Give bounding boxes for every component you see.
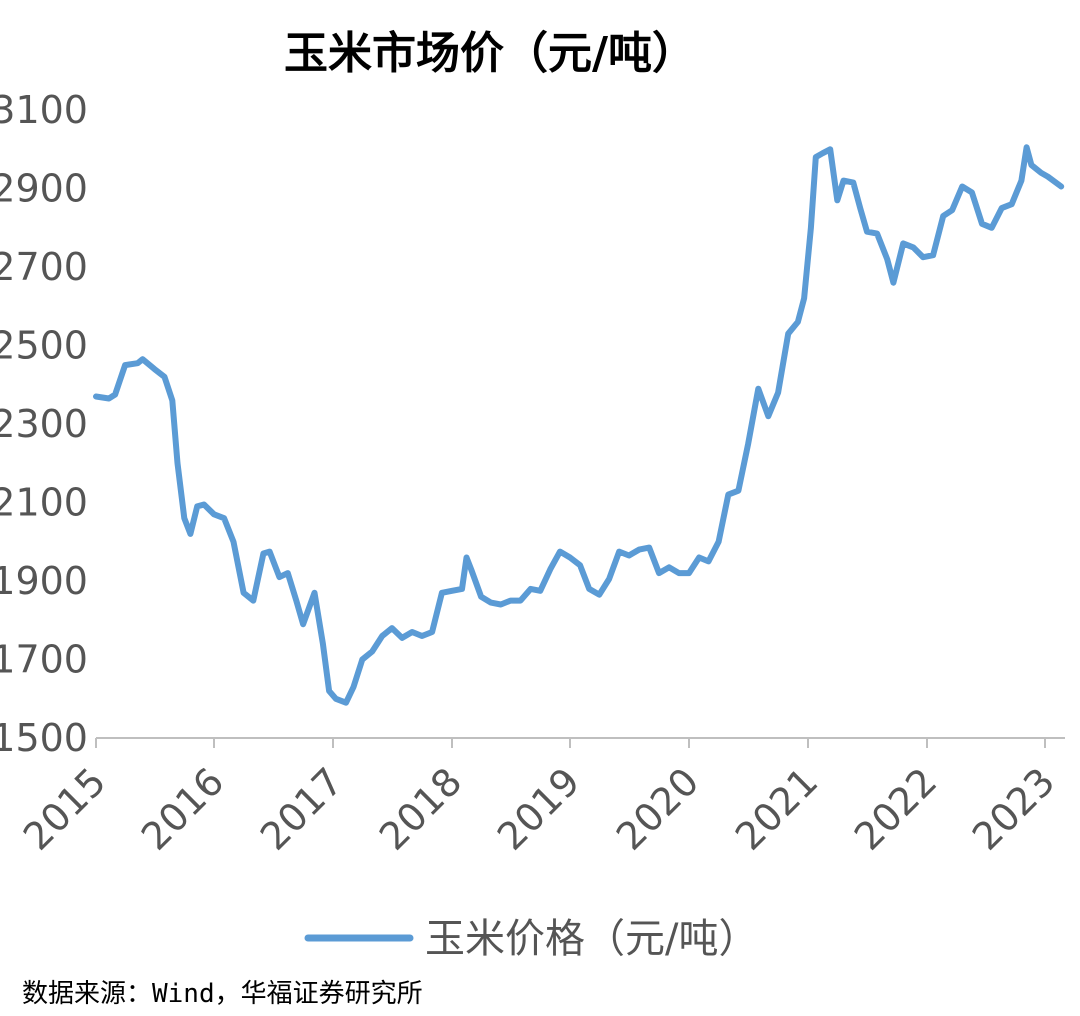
y-tick-label: 2500 xyxy=(0,324,88,368)
x-tick-label: 2017 xyxy=(252,759,352,859)
legend: 玉米价格（元/吨） xyxy=(304,916,758,962)
y-tick-label: 2300 xyxy=(0,402,88,446)
y-tick-label: 2700 xyxy=(0,245,88,289)
plot-area xyxy=(93,144,1065,706)
x-axis: 2015 2016 2017 2018 2019 2020 2021 2022 2023 xyxy=(15,737,1065,859)
x-tick-label: 2023 xyxy=(964,759,1064,859)
x-tick-label: 2022 xyxy=(846,759,946,859)
x-tick-label: 2020 xyxy=(608,759,708,859)
legend-label: 玉米价格（元/吨） xyxy=(425,916,758,962)
x-tick-label: 2018 xyxy=(371,759,471,859)
x-tick-label: 2016 xyxy=(133,759,233,859)
series-line-corn-price xyxy=(93,144,1065,706)
source-note: 数据来源：Wind，华福证券研究所 xyxy=(22,979,423,1009)
x-tick-label: 2021 xyxy=(727,759,827,859)
chart-title: 玉米市场价（元/吨） xyxy=(284,28,696,79)
x-tick-label: 2019 xyxy=(489,759,589,859)
y-tick-label: 2100 xyxy=(0,481,88,525)
y-axis-ticks: 3100 2900 2700 2500 2300 2100 1900 1700 1500 xyxy=(0,88,88,760)
y-tick-label: 2900 xyxy=(0,167,88,211)
x-tick-label: 2015 xyxy=(15,759,115,859)
y-tick-label: 1700 xyxy=(0,638,88,682)
y-tick-label: 1500 xyxy=(0,716,88,760)
y-tick-label: 3100 xyxy=(0,88,88,132)
y-tick-label: 1900 xyxy=(0,559,88,603)
